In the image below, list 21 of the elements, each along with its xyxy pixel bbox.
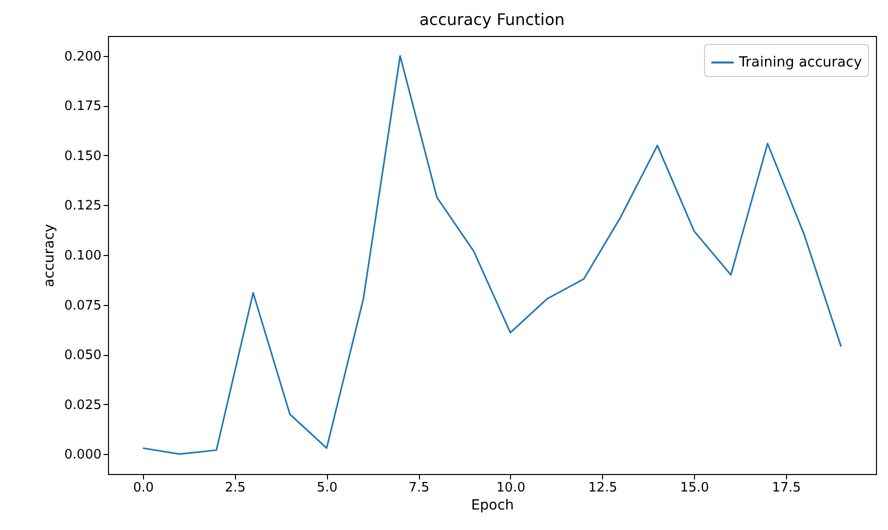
y-axis-title: accuracy: [41, 224, 58, 288]
y-tick-label: 0.150: [64, 148, 102, 164]
x-tick-label: 12.5: [588, 480, 618, 496]
legend-label: Training accuracy: [738, 54, 862, 70]
y-tick-label: 0.100: [64, 248, 102, 264]
y-tick-label: 0.125: [64, 198, 102, 214]
y-tick-label: 0.200: [64, 49, 102, 64]
x-tick-label: 7.5: [408, 480, 430, 496]
x-tick-label: 2.5: [224, 480, 246, 496]
x-tick-label: 15.0: [680, 480, 710, 496]
chart-title: accuracy Function: [419, 10, 565, 29]
x-tick-label: 10.0: [496, 480, 526, 496]
y-tick-label: 0.000: [64, 448, 102, 463]
y-tick-label: 0.175: [64, 99, 102, 114]
x-tick-label: 17.5: [772, 480, 801, 496]
x-tick-label: 0.0: [133, 480, 154, 496]
y-tick-label: 0.050: [64, 348, 102, 364]
x-tick-label: 5.0: [316, 480, 338, 496]
y-tick-label: 0.025: [64, 398, 102, 413]
x-axis-title: Epoch: [471, 498, 514, 514]
y-tick-label: 0.075: [64, 298, 102, 314]
